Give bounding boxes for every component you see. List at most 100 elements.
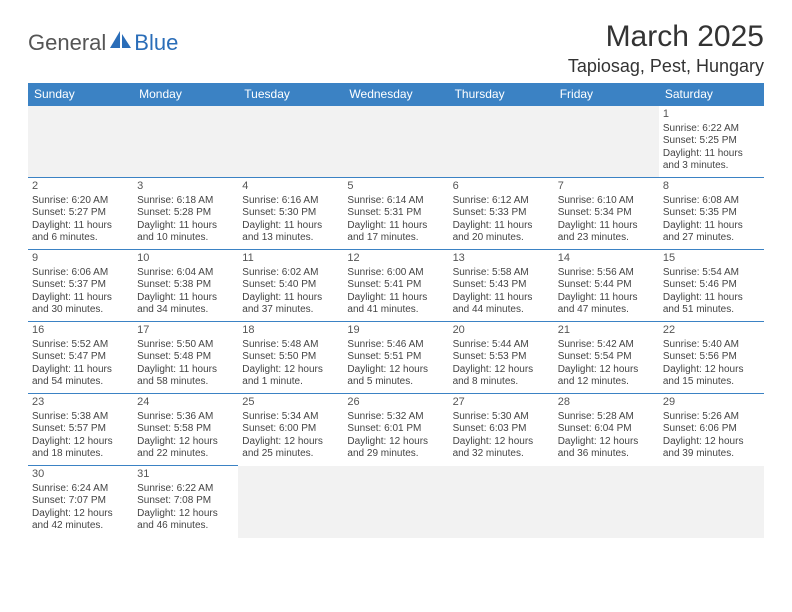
calendar-cell-blank <box>238 106 343 178</box>
calendar-cell: 4Sunrise: 6:16 AMSunset: 5:30 PMDaylight… <box>238 178 343 250</box>
calendar-cell: 30Sunrise: 6:24 AMSunset: 7:07 PMDayligh… <box>28 466 133 538</box>
day-info-sunset: Sunset: 5:53 PM <box>453 351 550 364</box>
calendar-cell: 23Sunrise: 5:38 AMSunset: 5:57 PMDayligh… <box>28 394 133 466</box>
calendar-cell-blank <box>554 466 659 538</box>
day-info-sunset: Sunset: 5:43 PM <box>453 279 550 292</box>
day-info-sunrise: Sunrise: 6:16 AM <box>242 195 339 208</box>
calendar-row: 9Sunrise: 6:06 AMSunset: 5:37 PMDaylight… <box>28 250 764 322</box>
day-info-sunset: Sunset: 5:37 PM <box>32 279 129 292</box>
day-info-daylight2: and 20 minutes. <box>453 232 550 245</box>
day-info-sunset: Sunset: 5:50 PM <box>242 351 339 364</box>
day-info-sunrise: Sunrise: 5:36 AM <box>137 411 234 424</box>
day-info-sunset: Sunset: 5:56 PM <box>663 351 760 364</box>
calendar-cell: 16Sunrise: 5:52 AMSunset: 5:47 PMDayligh… <box>28 322 133 394</box>
day-info-sunset: Sunset: 6:04 PM <box>558 423 655 436</box>
day-info-sunset: Sunset: 5:27 PM <box>32 207 129 220</box>
day-info-daylight2: and 47 minutes. <box>558 304 655 317</box>
day-info-daylight1: Daylight: 11 hours <box>137 220 234 233</box>
day-info-daylight1: Daylight: 12 hours <box>32 436 129 449</box>
day-info-daylight2: and 34 minutes. <box>137 304 234 317</box>
day-info-daylight2: and 15 minutes. <box>663 376 760 389</box>
day-number: 3 <box>137 180 234 194</box>
header: General Blue March 2025 Tapiosag, Pest, … <box>28 20 764 77</box>
day-number: 13 <box>453 252 550 266</box>
day-number: 24 <box>137 396 234 410</box>
day-info-sunset: Sunset: 5:38 PM <box>137 279 234 292</box>
day-info-sunset: Sunset: 5:30 PM <box>242 207 339 220</box>
day-info-daylight1: Daylight: 11 hours <box>32 292 129 305</box>
day-header: Friday <box>554 83 659 106</box>
day-number: 23 <box>32 396 129 410</box>
day-info-daylight1: Daylight: 12 hours <box>347 364 444 377</box>
calendar-cell-blank <box>554 106 659 178</box>
day-info-sunset: Sunset: 5:58 PM <box>137 423 234 436</box>
calendar-cell: 28Sunrise: 5:28 AMSunset: 6:04 PMDayligh… <box>554 394 659 466</box>
day-info-sunset: Sunset: 5:54 PM <box>558 351 655 364</box>
calendar-cell: 27Sunrise: 5:30 AMSunset: 6:03 PMDayligh… <box>449 394 554 466</box>
day-number: 21 <box>558 324 655 338</box>
day-number: 22 <box>663 324 760 338</box>
logo-text-general: General <box>28 30 106 56</box>
day-info-sunrise: Sunrise: 5:28 AM <box>558 411 655 424</box>
day-info-sunrise: Sunrise: 5:56 AM <box>558 267 655 280</box>
day-info-sunset: Sunset: 5:41 PM <box>347 279 444 292</box>
day-number: 30 <box>32 468 129 482</box>
calendar-cell: 21Sunrise: 5:42 AMSunset: 5:54 PMDayligh… <box>554 322 659 394</box>
day-number: 1 <box>663 108 760 122</box>
day-number: 6 <box>453 180 550 194</box>
calendar-cell: 15Sunrise: 5:54 AMSunset: 5:46 PMDayligh… <box>659 250 764 322</box>
day-info-daylight2: and 5 minutes. <box>347 376 444 389</box>
day-header: Saturday <box>659 83 764 106</box>
day-number: 10 <box>137 252 234 266</box>
day-info-sunrise: Sunrise: 5:52 AM <box>32 339 129 352</box>
day-info-sunrise: Sunrise: 6:08 AM <box>663 195 760 208</box>
day-info-daylight2: and 54 minutes. <box>32 376 129 389</box>
day-info-daylight2: and 23 minutes. <box>558 232 655 245</box>
calendar-cell: 7Sunrise: 6:10 AMSunset: 5:34 PMDaylight… <box>554 178 659 250</box>
day-info-sunrise: Sunrise: 6:12 AM <box>453 195 550 208</box>
day-info-daylight2: and 12 minutes. <box>558 376 655 389</box>
day-info-sunrise: Sunrise: 5:34 AM <box>242 411 339 424</box>
day-info-daylight1: Daylight: 12 hours <box>663 364 760 377</box>
day-info-daylight2: and 51 minutes. <box>663 304 760 317</box>
calendar-cell: 18Sunrise: 5:48 AMSunset: 5:50 PMDayligh… <box>238 322 343 394</box>
day-number: 5 <box>347 180 444 194</box>
day-info-daylight1: Daylight: 12 hours <box>558 436 655 449</box>
calendar-row: 1Sunrise: 6:22 AMSunset: 5:25 PMDaylight… <box>28 106 764 178</box>
day-info-sunrise: Sunrise: 5:40 AM <box>663 339 760 352</box>
day-info-daylight2: and 13 minutes. <box>242 232 339 245</box>
day-info-daylight2: and 25 minutes. <box>242 448 339 461</box>
day-info-daylight2: and 39 minutes. <box>663 448 760 461</box>
day-info-sunrise: Sunrise: 6:02 AM <box>242 267 339 280</box>
day-info-sunset: Sunset: 5:57 PM <box>32 423 129 436</box>
calendar-head: SundayMondayTuesdayWednesdayThursdayFrid… <box>28 83 764 106</box>
day-info-sunrise: Sunrise: 6:22 AM <box>663 123 760 136</box>
sail-icon <box>110 31 132 54</box>
calendar-cell-blank <box>343 466 448 538</box>
day-header: Wednesday <box>343 83 448 106</box>
day-info-sunrise: Sunrise: 6:06 AM <box>32 267 129 280</box>
calendar-row: 30Sunrise: 6:24 AMSunset: 7:07 PMDayligh… <box>28 466 764 538</box>
calendar-cell: 1Sunrise: 6:22 AMSunset: 5:25 PMDaylight… <box>659 106 764 178</box>
day-info-daylight1: Daylight: 11 hours <box>453 292 550 305</box>
day-info-daylight1: Daylight: 11 hours <box>32 220 129 233</box>
day-number: 7 <box>558 180 655 194</box>
day-info-daylight2: and 1 minute. <box>242 376 339 389</box>
day-info-daylight2: and 44 minutes. <box>453 304 550 317</box>
day-info-sunset: Sunset: 5:33 PM <box>453 207 550 220</box>
day-info-sunrise: Sunrise: 6:14 AM <box>347 195 444 208</box>
day-info-daylight1: Daylight: 11 hours <box>347 292 444 305</box>
day-number: 11 <box>242 252 339 266</box>
day-info-daylight1: Daylight: 12 hours <box>453 364 550 377</box>
day-info-sunset: Sunset: 5:44 PM <box>558 279 655 292</box>
calendar-cell-blank <box>133 106 238 178</box>
calendar-cell: 10Sunrise: 6:04 AMSunset: 5:38 PMDayligh… <box>133 250 238 322</box>
day-info-sunset: Sunset: 5:46 PM <box>663 279 760 292</box>
day-info-daylight1: Daylight: 12 hours <box>242 364 339 377</box>
location: Tapiosag, Pest, Hungary <box>568 56 764 77</box>
day-info-sunrise: Sunrise: 6:04 AM <box>137 267 234 280</box>
calendar-cell: 17Sunrise: 5:50 AMSunset: 5:48 PMDayligh… <box>133 322 238 394</box>
day-info-daylight1: Daylight: 11 hours <box>558 220 655 233</box>
day-info-daylight1: Daylight: 12 hours <box>242 436 339 449</box>
day-info-daylight2: and 18 minutes. <box>32 448 129 461</box>
